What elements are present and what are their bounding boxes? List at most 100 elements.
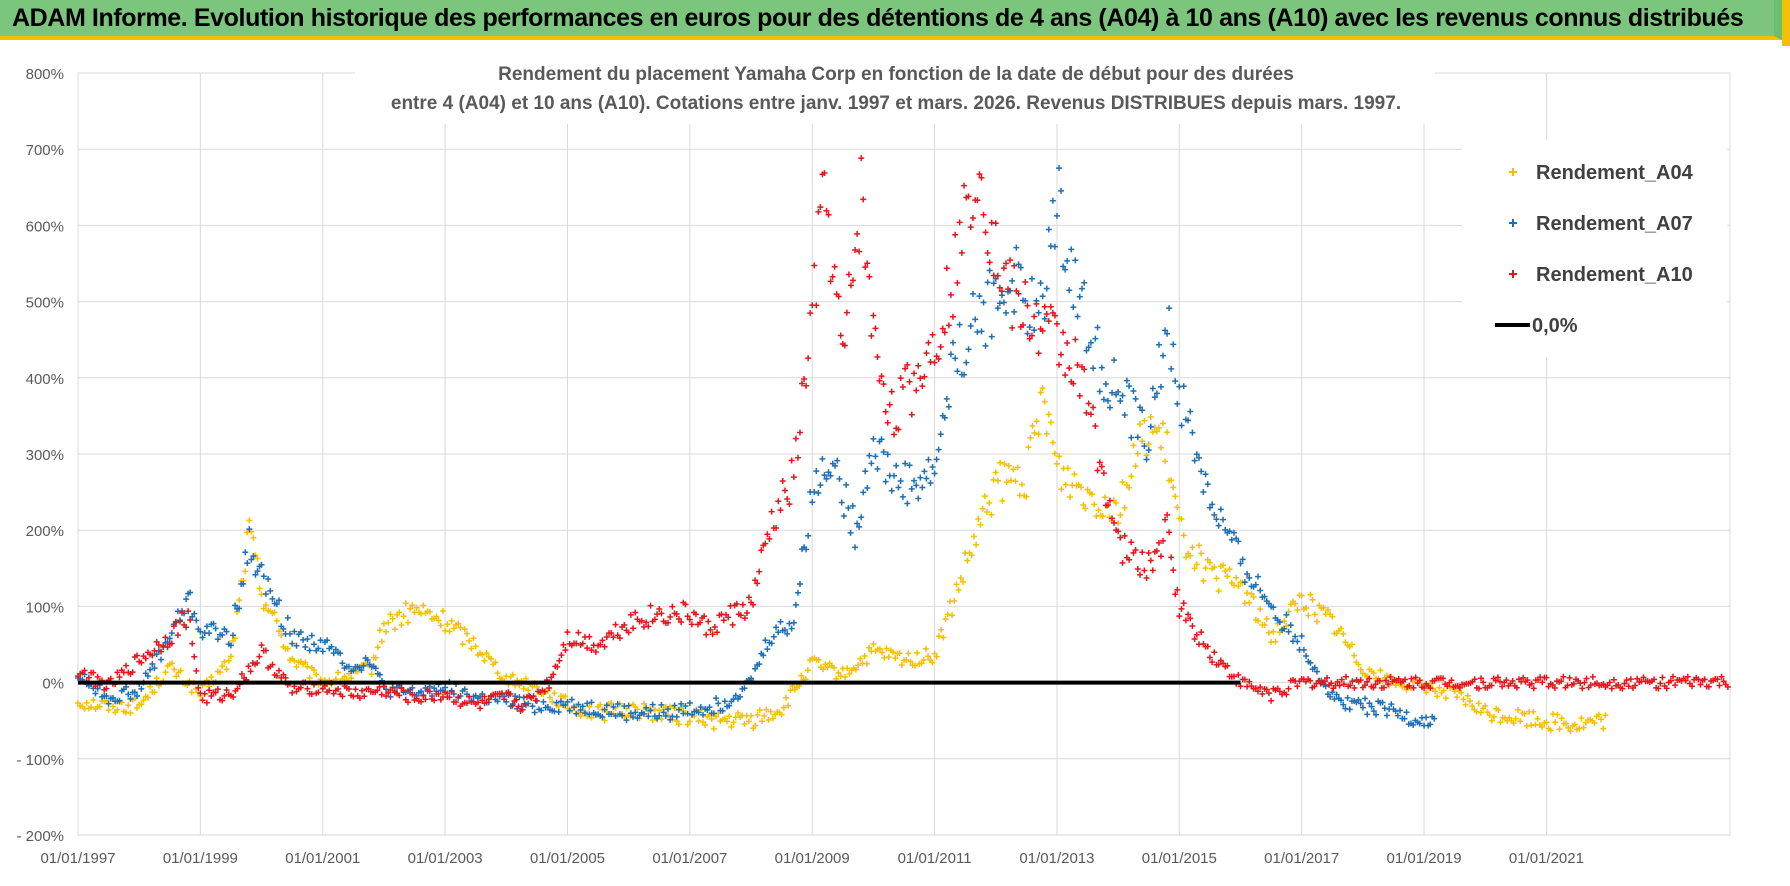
- data-point: [306, 647, 313, 654]
- data-point: [1198, 468, 1205, 475]
- data-point: [956, 219, 963, 226]
- data-point: [155, 642, 162, 649]
- data-point: [1024, 330, 1031, 337]
- data-point: [1410, 684, 1417, 691]
- data-point: [1002, 309, 1009, 316]
- data-point: [1178, 422, 1185, 429]
- data-point: [1100, 396, 1107, 403]
- data-point: [1237, 560, 1244, 567]
- data-point: [142, 655, 149, 662]
- data-point: [947, 291, 954, 298]
- data-point: [1285, 608, 1292, 615]
- data-point: [1134, 565, 1141, 572]
- data-point: [788, 625, 795, 632]
- data-point: [665, 619, 671, 626]
- data-point: [1235, 583, 1242, 590]
- data-point: [647, 707, 654, 714]
- data-point: [1126, 556, 1133, 563]
- data-point: [1106, 404, 1113, 411]
- data-point: [286, 630, 293, 637]
- data-point: [562, 702, 569, 709]
- data-point: [931, 359, 938, 366]
- data-point: [979, 505, 986, 512]
- data-point: [398, 621, 405, 628]
- data-point: [1098, 463, 1105, 470]
- data-point: [783, 694, 789, 701]
- data-point: [1701, 676, 1708, 683]
- data-point: [767, 708, 774, 715]
- data-point: [1196, 454, 1202, 461]
- data-point: [1513, 684, 1520, 691]
- data-point: [951, 597, 958, 604]
- data-point: [125, 702, 132, 709]
- data-point: [479, 651, 486, 658]
- data-point: [1064, 465, 1071, 472]
- data-point: [573, 710, 580, 717]
- data-point: [107, 675, 114, 682]
- data-point: [1145, 440, 1152, 447]
- data-point: [1528, 680, 1535, 687]
- data-point: [1492, 677, 1499, 684]
- data-point: [1058, 351, 1065, 358]
- data-point: [1111, 519, 1118, 526]
- data-point: [1182, 554, 1189, 561]
- data-point: [862, 468, 869, 475]
- data-point: [1344, 694, 1351, 701]
- data-point: [878, 436, 885, 443]
- data-point: [1488, 682, 1495, 689]
- data-point: [907, 658, 914, 665]
- data-point: [737, 612, 744, 619]
- data-point: [719, 707, 726, 714]
- data-point: [1058, 486, 1065, 493]
- data-point: [1196, 542, 1202, 549]
- data-point: [967, 224, 974, 231]
- data-point: [1226, 528, 1233, 535]
- data-point: [1145, 447, 1152, 454]
- data-point: [280, 671, 287, 678]
- data-point: [911, 370, 918, 377]
- data-point: [448, 617, 455, 624]
- data-point: [809, 499, 816, 506]
- legend-label: Rendement_A10: [1536, 264, 1693, 286]
- data-point: [1112, 499, 1119, 506]
- data-point: [315, 689, 322, 696]
- data-point: [474, 699, 481, 706]
- data-point: [203, 623, 210, 630]
- data-point: [667, 613, 674, 620]
- data-point: [538, 707, 545, 714]
- data-point: [1087, 411, 1094, 418]
- data-point: [1092, 422, 1099, 429]
- data-point: [1283, 691, 1290, 698]
- data-point: [701, 613, 708, 620]
- data-point: [439, 608, 446, 615]
- data-point: [1033, 300, 1040, 307]
- data-point: [890, 649, 897, 656]
- data-point: [170, 623, 177, 630]
- data-point: [1053, 320, 1060, 327]
- data-point: [980, 299, 987, 306]
- data-point: [955, 587, 962, 594]
- data-point: [913, 387, 920, 394]
- data-point: [435, 690, 442, 697]
- data-point: [725, 614, 732, 621]
- data-point: [843, 309, 850, 316]
- data-point: [138, 701, 145, 708]
- data-point: [1598, 716, 1605, 723]
- data-point: [625, 629, 632, 636]
- data-point: [1387, 673, 1394, 680]
- data-point: [356, 695, 363, 702]
- data-point: [1294, 683, 1301, 690]
- data-point: [612, 621, 619, 628]
- data-point: [1551, 684, 1558, 691]
- data-point: [1434, 693, 1441, 700]
- data-point: [804, 667, 811, 674]
- data-point: [1007, 257, 1014, 264]
- data-point: [422, 696, 429, 703]
- data-point: [897, 478, 904, 485]
- data-point: [360, 662, 367, 669]
- data-point: [872, 453, 879, 460]
- data-point: [709, 631, 716, 638]
- data-point: [330, 690, 337, 697]
- data-point: [337, 650, 344, 657]
- data-point: [773, 624, 780, 631]
